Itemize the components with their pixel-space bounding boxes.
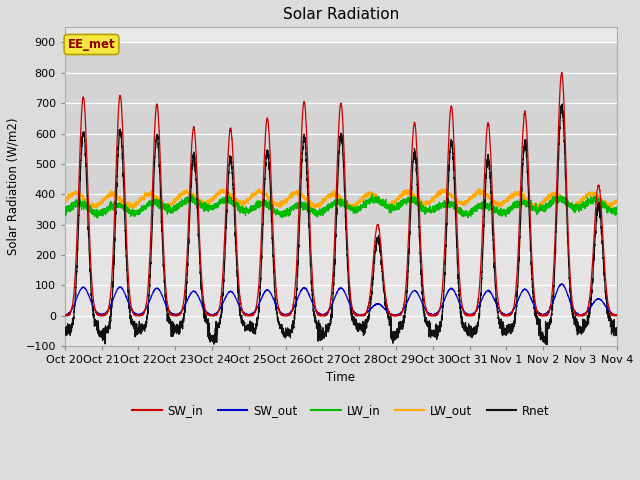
- Rnet: [496, 324, 504, 330]
- LW_out: [496, 203, 504, 209]
- SW_in: [612, 313, 620, 319]
- LW_out: [350, 206, 358, 212]
- LW_in: [465, 210, 472, 216]
- SW_in: [321, 312, 328, 318]
- SW_out: [612, 312, 620, 318]
- LW_in: [496, 208, 504, 214]
- LW_out: [321, 197, 328, 203]
- LW_in: [369, 192, 376, 197]
- LW_in: [61, 206, 68, 212]
- SW_in: [160, 256, 168, 262]
- SW_out: [612, 313, 620, 319]
- LW_in: [161, 202, 168, 208]
- Rnet: [465, 326, 472, 332]
- Rnet: [612, 330, 620, 336]
- X-axis label: Time: Time: [326, 371, 355, 384]
- Rnet: [61, 328, 68, 334]
- Title: Solar Radiation: Solar Radiation: [283, 7, 399, 22]
- Line: SW_out: SW_out: [65, 284, 617, 316]
- SW_out: [61, 312, 68, 318]
- SW_out: [434, 310, 442, 315]
- Text: EE_met: EE_met: [68, 38, 115, 51]
- LW_in: [93, 215, 101, 221]
- LW_out: [434, 194, 442, 200]
- Line: Rnet: Rnet: [65, 104, 617, 345]
- LW_out: [160, 201, 168, 206]
- Line: LW_in: LW_in: [65, 194, 617, 218]
- SW_out: [160, 298, 168, 303]
- SW_out: [465, 312, 472, 317]
- Rnet: [613, 325, 621, 331]
- Line: LW_out: LW_out: [65, 189, 617, 209]
- Rnet: [434, 328, 442, 334]
- LW_in: [612, 211, 620, 217]
- LW_out: [613, 199, 621, 204]
- SW_in: [61, 313, 68, 319]
- LW_out: [465, 199, 472, 205]
- SW_out: [613, 312, 621, 318]
- SW_out: [558, 281, 566, 287]
- Rnet: [321, 330, 328, 336]
- LW_out: [612, 199, 620, 205]
- LW_out: [476, 186, 483, 192]
- Y-axis label: Solar Radiation (W/m2): Solar Radiation (W/m2): [7, 118, 20, 255]
- Line: SW_in: SW_in: [65, 72, 617, 316]
- Rnet: [558, 101, 566, 107]
- SW_out: [496, 308, 504, 313]
- SW_in: [613, 312, 621, 318]
- Rnet: [160, 273, 168, 279]
- SW_out: [321, 312, 328, 317]
- LW_out: [61, 197, 68, 203]
- Rnet: [543, 342, 551, 348]
- SW_in: [434, 311, 442, 316]
- SW_in: [465, 313, 472, 319]
- SW_in: [496, 307, 504, 313]
- Legend: SW_in, SW_out, LW_in, LW_out, Rnet: SW_in, SW_out, LW_in, LW_out, Rnet: [127, 400, 554, 422]
- LW_in: [321, 209, 328, 215]
- SW_in: [558, 70, 566, 75]
- LW_in: [435, 205, 442, 211]
- LW_in: [613, 211, 621, 217]
